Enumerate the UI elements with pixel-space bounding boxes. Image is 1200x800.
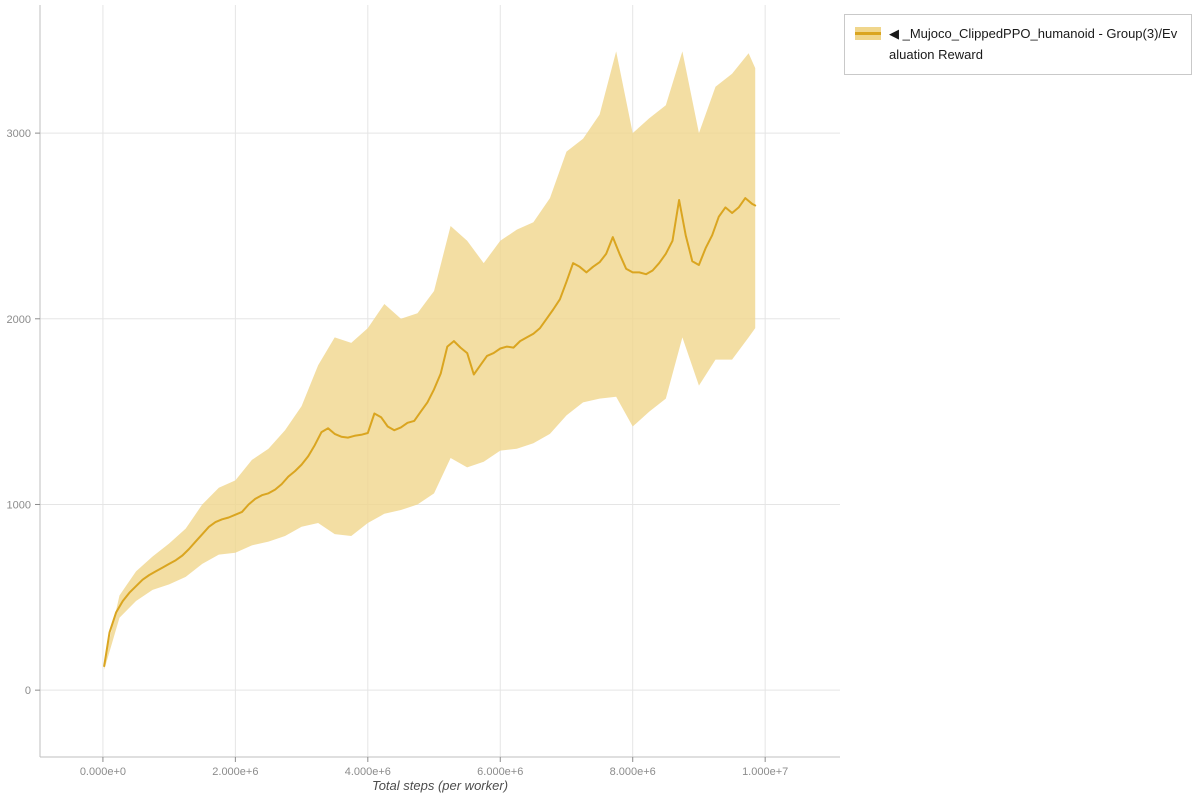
x-tick-label: 0.000e+0 [80, 766, 126, 778]
y-tick-label: 3000 [7, 128, 31, 140]
legend-item: ◀ _Mujoco_ClippedPPO_humanoid - Group(3)… [855, 23, 1181, 66]
legend-swatch-band [855, 27, 881, 40]
x-tick-label: 4.000e+6 [345, 766, 391, 778]
y-tick-label: 0 [25, 685, 31, 697]
confidence-band [104, 51, 756, 670]
x-tick-label: 1.000e+7 [742, 766, 788, 778]
x-tick-label: 8.000e+6 [610, 766, 656, 778]
x-axis-label: Total steps (per worker) [371, 778, 509, 793]
x-tick-label: 2.000e+6 [212, 766, 258, 778]
legend-item-label: ◀ _Mujoco_ClippedPPO_humanoid - Group(3)… [889, 26, 1178, 63]
legend-swatch-line [855, 32, 881, 35]
legend: ◀ _Mujoco_ClippedPPO_humanoid - Group(3)… [844, 14, 1192, 75]
y-tick-label: 2000 [7, 314, 31, 326]
y-tick-label: 1000 [7, 499, 31, 511]
x-tick-label: 6.000e+6 [477, 766, 523, 778]
mean-line [103, 197, 757, 667]
